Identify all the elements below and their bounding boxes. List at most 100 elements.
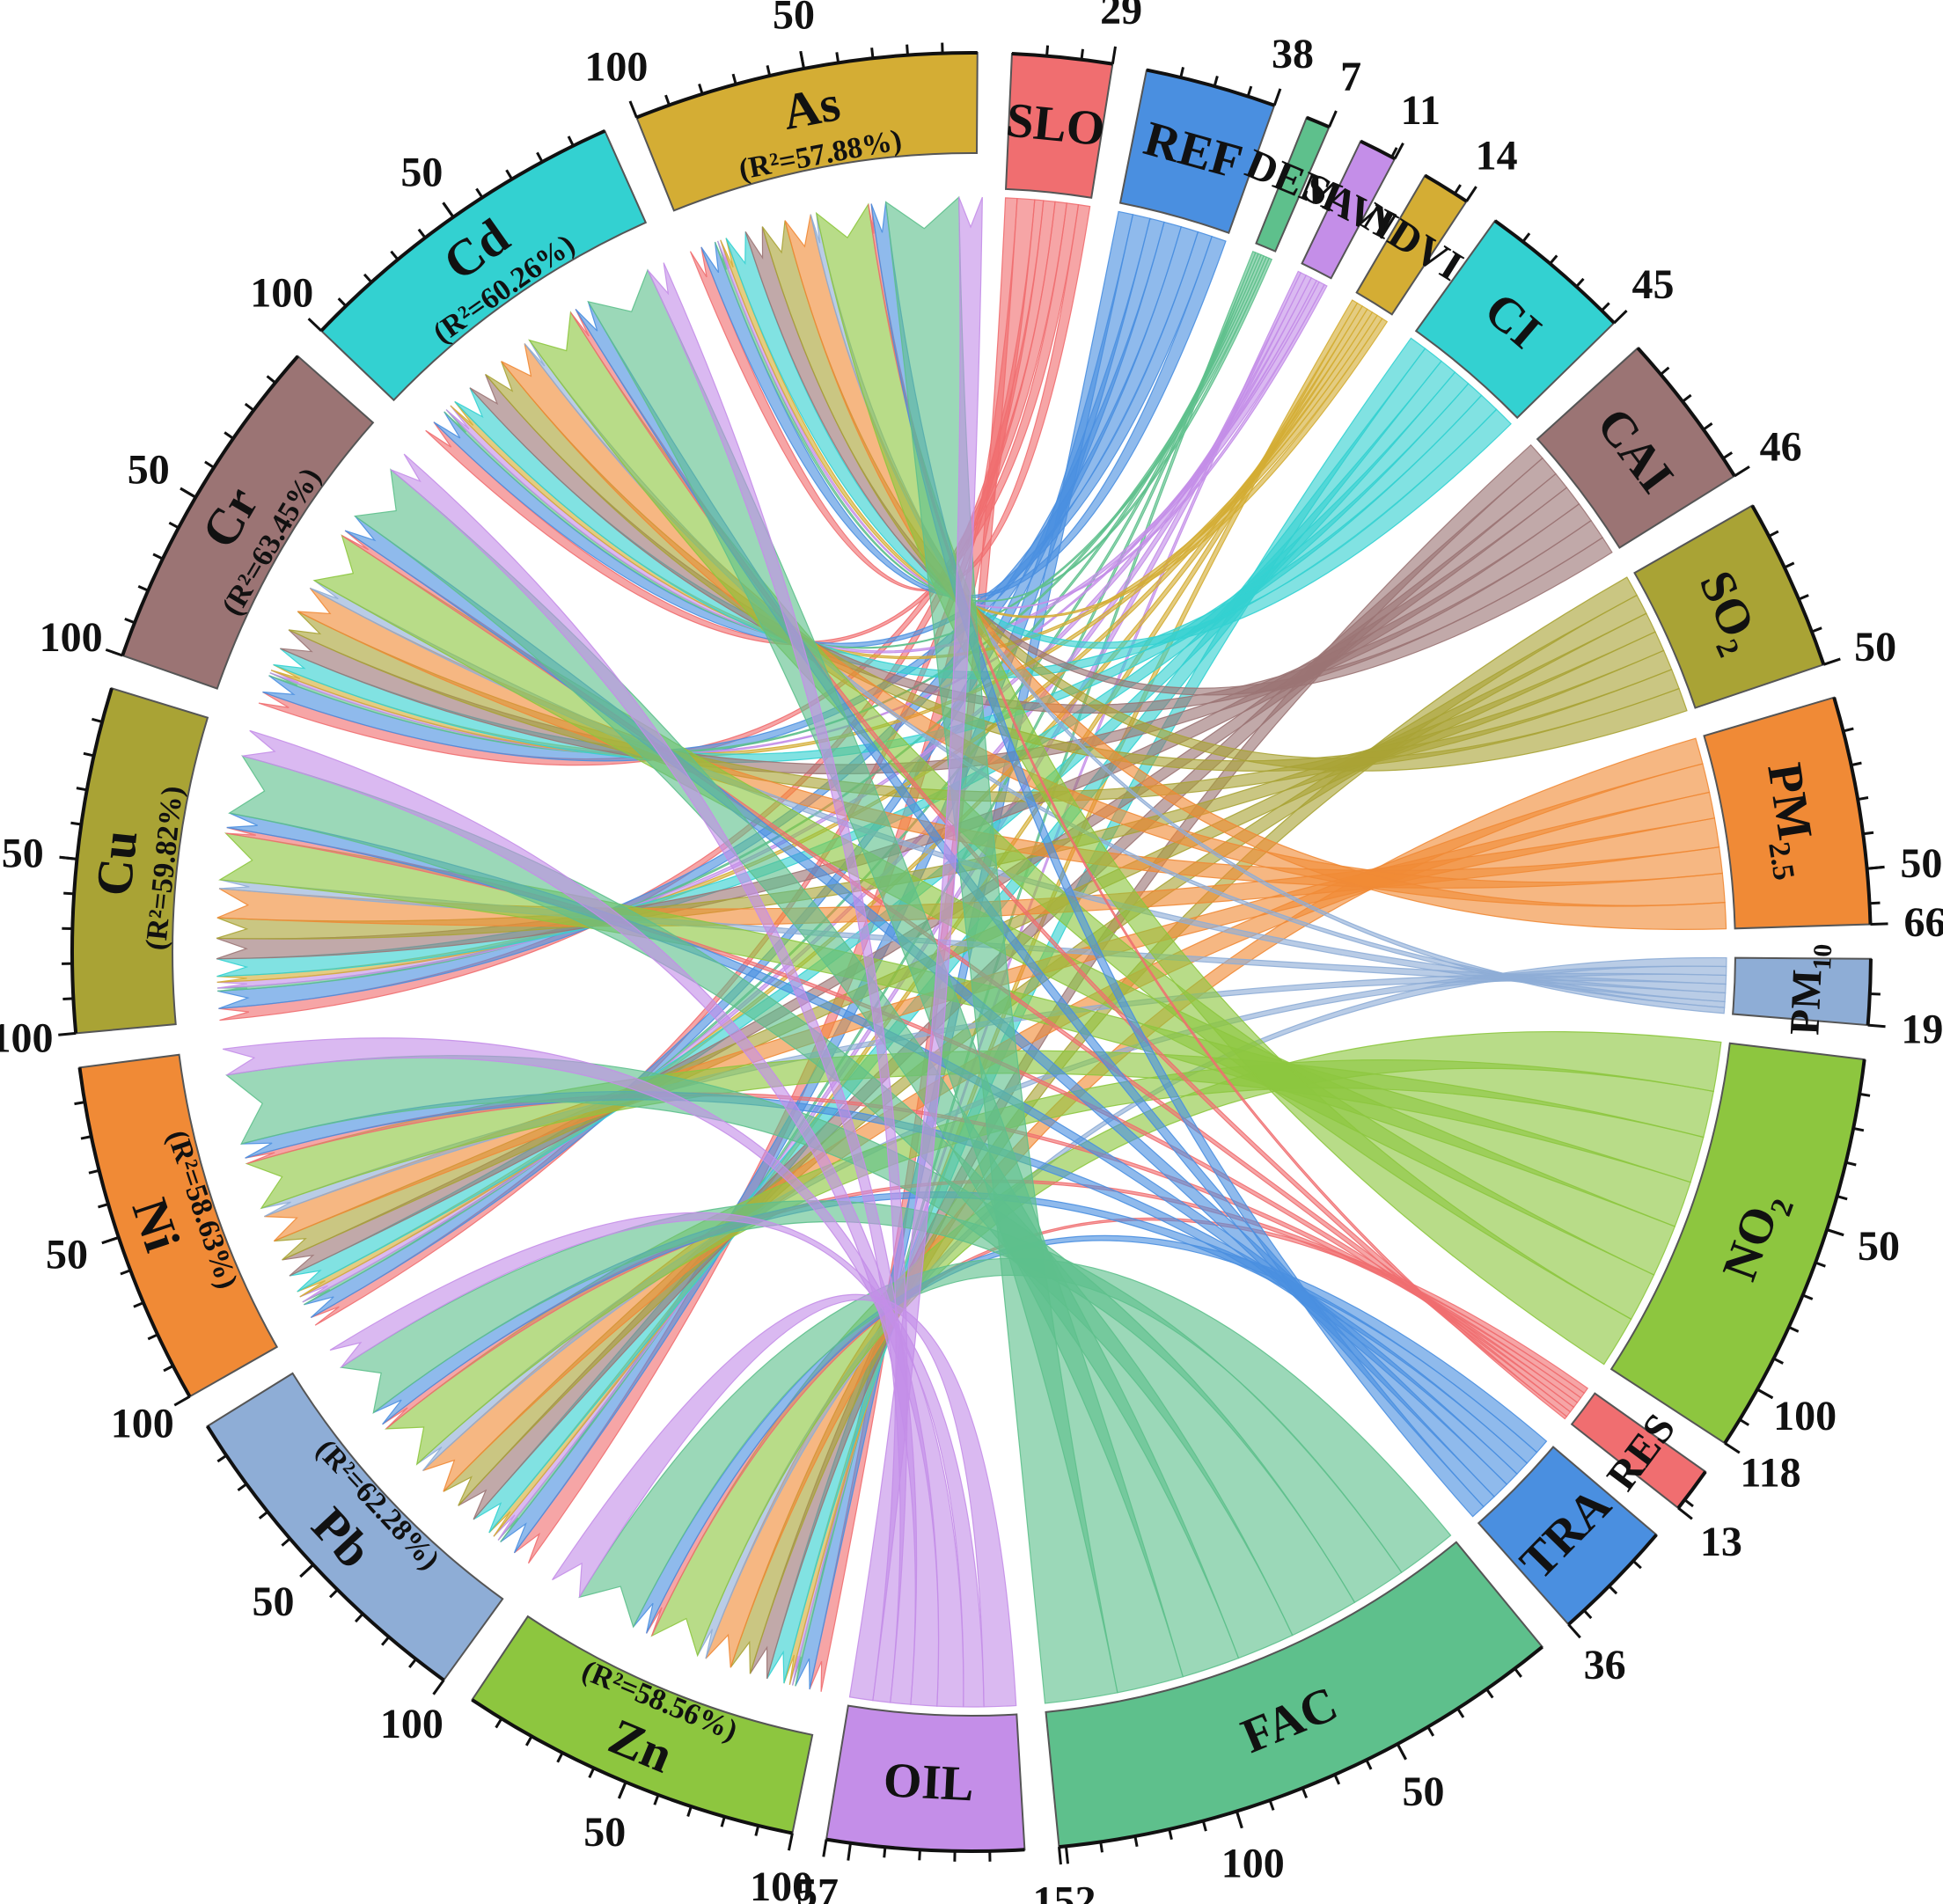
tick-ni	[98, 1203, 109, 1209]
tick-pm10	[1869, 992, 1881, 996]
tick-ni	[173, 1395, 191, 1407]
tick-no2	[1845, 1161, 1857, 1167]
ribbon-cu-oil	[242, 729, 940, 1707]
tick-ni	[74, 1101, 85, 1106]
tick-pb	[432, 1679, 445, 1695]
tick-tra	[1608, 1585, 1618, 1595]
ribbon-ni-savi	[299, 275, 1312, 1303]
ribbon-cr-tra	[344, 516, 1508, 1498]
tick-cr	[137, 584, 149, 592]
tick-ci	[1575, 277, 1585, 288]
tick-ci	[1549, 254, 1558, 265]
tick-label-fac: 50	[1402, 1769, 1444, 1815]
tick-cd	[337, 297, 348, 307]
tick-pb	[258, 1511, 269, 1520]
axis-ref	[1146, 68, 1275, 107]
tick-cai	[1682, 393, 1692, 403]
tick-oil	[883, 1847, 887, 1858]
tick-no2	[1756, 1388, 1774, 1400]
tick-ni	[163, 1365, 174, 1373]
tick-savi	[1390, 147, 1398, 158]
tick-pm25	[1851, 761, 1862, 767]
axis-slo	[1011, 52, 1113, 66]
ribbon-cu-savi	[216, 277, 1317, 989]
tick-cr	[124, 618, 136, 625]
tick-no2	[1852, 1126, 1865, 1132]
tick-so2	[1798, 594, 1809, 601]
tick-cr	[152, 553, 164, 560]
tick-ni	[80, 1135, 92, 1140]
tick-label-cai: 46	[1760, 424, 1802, 471]
axis-cr	[121, 355, 300, 656]
ribbon-as-tra	[870, 201, 1485, 1518]
tick-label-cr: 50	[128, 446, 170, 493]
tick-cu	[70, 821, 82, 826]
tick-cai	[1722, 451, 1734, 460]
ribbon-cr-no2	[312, 534, 1676, 1276]
tick-fac	[1396, 1743, 1407, 1761]
tick-cu	[92, 717, 103, 723]
axis-ci	[1493, 219, 1616, 325]
ribbon-as-res	[868, 203, 1568, 1420]
axis-zn	[471, 1698, 793, 1835]
tick-label-no2: 50	[1858, 1223, 1900, 1270]
tick-so2	[1811, 626, 1822, 633]
axis-pm10	[1866, 958, 1873, 1026]
axis-ndvi	[1424, 173, 1468, 203]
tick-zn	[556, 1752, 564, 1763]
ribbon-ni-pm25	[264, 791, 1716, 1242]
tick-cr	[204, 460, 215, 469]
ribbon-cd-pm25	[501, 343, 1726, 907]
tick-cu	[63, 891, 75, 896]
tick-pb	[380, 1636, 391, 1646]
tick-as	[766, 65, 772, 77]
tick-pb	[281, 1537, 291, 1547]
tick-so2	[1768, 530, 1779, 538]
tick-pm25	[1866, 865, 1885, 870]
tick-zn	[588, 1767, 596, 1779]
tick-label-as: 100	[584, 43, 648, 90]
tick-label-savi: 11	[1401, 87, 1441, 134]
axis-fac	[1059, 1645, 1543, 1849]
axis-res	[1676, 1470, 1707, 1510]
tick-pb	[237, 1483, 247, 1492]
tick-label-pm25: 50	[1900, 840, 1942, 887]
tick-pm25	[1843, 727, 1854, 733]
ribbon-cu-no2	[218, 832, 1691, 1227]
tick-cd	[536, 151, 544, 163]
ribbon-as-slo	[689, 203, 1091, 592]
tick-label-cd: 100	[250, 270, 313, 317]
tick-fac	[1064, 1846, 1070, 1864]
tick-zn	[720, 1816, 726, 1827]
ribbon-cu-fac	[228, 755, 1294, 1659]
arc-layer	[58, 42, 1888, 1865]
tick-zn	[618, 1781, 627, 1799]
tick-label-zn: 50	[583, 1809, 626, 1856]
tick-pb	[408, 1658, 417, 1669]
tick-ref	[1213, 76, 1219, 87]
ribbon-ni-oil	[222, 1037, 964, 1708]
axis-cd	[319, 128, 606, 333]
tick-as	[628, 100, 638, 119]
tick-no2	[1724, 1441, 1741, 1454]
tick-label-res: 13	[1700, 1519, 1742, 1565]
tick-label-dem: 7	[1340, 54, 1361, 100]
ribbon-as-savi	[717, 239, 1328, 609]
tick-pb	[216, 1454, 228, 1463]
tick-ndvi	[1465, 186, 1477, 202]
axis-as	[635, 51, 978, 120]
axis-tra	[1567, 1534, 1658, 1626]
tick-tra	[1632, 1559, 1642, 1570]
tick-no2	[1802, 1293, 1814, 1300]
ribbon-as-oil	[848, 196, 983, 1702]
tick-zn	[495, 1717, 503, 1729]
tick-res	[1677, 1506, 1693, 1520]
tick-zn	[653, 1794, 660, 1805]
ribbon-cd-slo	[425, 202, 1080, 646]
tick-oil	[822, 1839, 828, 1857]
ribbon-as-dem	[714, 240, 1273, 603]
ribbon-pb-oil	[329, 1212, 985, 1708]
element-label-cu: Cu	[84, 828, 148, 898]
ribbon-cd-oil	[647, 262, 908, 1703]
tick-ni	[101, 1235, 120, 1245]
